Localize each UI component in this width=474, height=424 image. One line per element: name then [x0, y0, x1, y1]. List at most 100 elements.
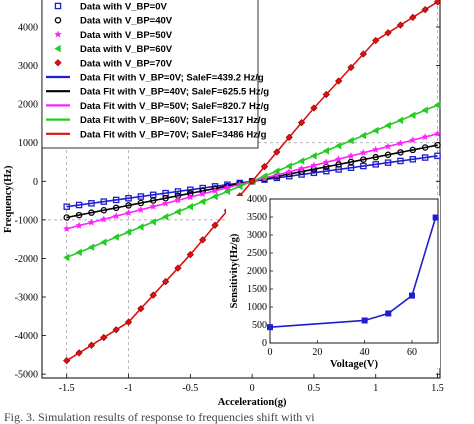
data-point — [335, 77, 343, 85]
data-point — [149, 291, 157, 299]
y-tick-label: 3000 — [18, 61, 38, 72]
data-point — [384, 121, 391, 130]
data-point — [63, 357, 71, 365]
legend-label: Data with V_BP=40V — [80, 16, 173, 27]
x-tick-label: -0.5 — [182, 383, 198, 394]
data-point — [236, 182, 243, 191]
data-point — [372, 126, 379, 135]
data-point — [396, 139, 405, 147]
x-tick-label: 0.5 — [308, 383, 321, 394]
data-point — [297, 157, 305, 165]
data-point — [409, 156, 417, 163]
data-point — [421, 133, 429, 141]
data-point — [75, 221, 83, 229]
data-point — [372, 153, 379, 161]
data-point — [334, 155, 343, 163]
data-point — [323, 163, 330, 171]
data-point — [100, 206, 108, 214]
data-point — [137, 193, 145, 200]
data-point — [75, 248, 82, 257]
data-point — [125, 202, 132, 209]
data-point — [54, 16, 62, 24]
main-chart: -5000-4000-3000-2000-1000010002000300040… — [3, 0, 444, 408]
data-point — [310, 152, 317, 160]
data-point — [285, 162, 292, 170]
axes-box — [41, 0, 441, 379]
inset-y-tick-label: 2500 — [247, 248, 267, 259]
data-point — [421, 106, 428, 114]
inset-y-tick-label: 1500 — [247, 284, 267, 295]
data-point — [297, 119, 306, 127]
y-tick-label: -1000 — [15, 215, 38, 226]
inset-data-point — [385, 310, 392, 317]
legend-label: Data Fit with V_BP=70V; SaleF=3486 Hz/g — [80, 129, 267, 140]
data-point — [335, 161, 342, 168]
legend: Data with V_BP=0V Data with V_BP=40V Data … — [41, 0, 269, 149]
data-point — [112, 326, 120, 334]
data-point — [372, 36, 380, 45]
inset-data-point — [408, 292, 415, 299]
data-point — [433, 0, 442, 6]
inset-background — [226, 196, 440, 368]
data-point — [198, 190, 207, 198]
legend-label: Data Fit with V_BP=50V; SaleF=820.7 Hz/g — [80, 101, 269, 112]
inset-y-tick-label: 4000 — [247, 194, 267, 205]
legend-label: Data with V_BP=50V — [80, 30, 173, 41]
data-point — [347, 158, 355, 166]
data-point — [434, 141, 441, 149]
inset-x-tick-label: 0 — [268, 347, 273, 358]
data-point — [248, 177, 256, 185]
y-tick-label: 4000 — [18, 23, 38, 34]
data-point — [87, 218, 96, 226]
data-point — [112, 233, 119, 241]
inset-data-point — [361, 317, 368, 324]
data-point — [359, 50, 367, 58]
data-point — [75, 201, 83, 209]
data-point — [211, 186, 219, 194]
legend-label: Data with V_BP=60V — [80, 44, 173, 55]
legend-label: Data with V_BP=70V — [80, 58, 173, 69]
inset-y-tick-label: 1000 — [247, 302, 267, 313]
data-point — [273, 167, 280, 175]
data-point — [187, 186, 194, 194]
x-tick-label: 0 — [250, 383, 255, 394]
data-point — [186, 250, 194, 259]
y-tick-label: 1000 — [18, 138, 38, 149]
data-point — [137, 223, 144, 231]
data-point — [421, 6, 429, 14]
inset-data-point — [267, 324, 273, 331]
data-point — [360, 156, 367, 163]
data-point — [149, 218, 156, 226]
x-tick-label: -1.5 — [59, 383, 75, 394]
data-point — [347, 136, 354, 145]
inset-x-tick-label: 20 — [312, 347, 322, 358]
data-point — [112, 212, 120, 220]
data-point — [297, 164, 306, 172]
y-tick-label: -2000 — [15, 254, 38, 265]
data-point — [186, 193, 195, 201]
data-point — [433, 129, 442, 137]
data-point — [359, 148, 368, 156]
data-point — [384, 159, 392, 166]
data-point — [137, 199, 145, 207]
data-point — [174, 188, 182, 195]
y-tick-label: -3000 — [15, 293, 38, 304]
data-point — [63, 203, 70, 210]
data-point — [54, 59, 62, 67]
data-point — [285, 167, 293, 175]
data-point — [125, 194, 132, 202]
data-point — [397, 157, 404, 165]
data-point — [310, 169, 318, 177]
data-point — [335, 142, 342, 150]
data-point — [88, 209, 95, 216]
inset-y-tick-label: 3000 — [247, 230, 267, 241]
y-tick-label: 0 — [33, 177, 38, 188]
data-point — [421, 154, 429, 161]
inset-x-tick-label: 40 — [360, 347, 370, 358]
data-point — [63, 214, 70, 221]
data-point — [161, 277, 170, 286]
data-point — [384, 151, 392, 158]
data-point — [360, 162, 367, 170]
legend-label: Data Fit with V_BP=0V; SaleF=439.2 Hz/g — [80, 73, 264, 84]
inset-y-tick-label: 500 — [252, 320, 267, 331]
